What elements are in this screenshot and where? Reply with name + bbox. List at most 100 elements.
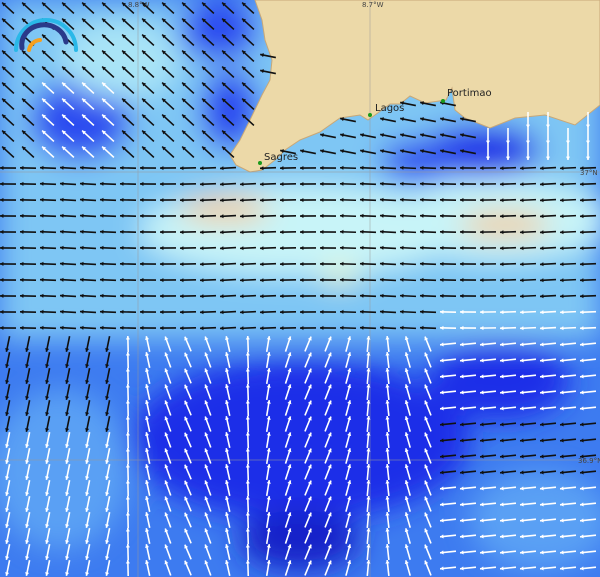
current-arrow-head	[164, 528, 169, 533]
current-arrow-head	[180, 294, 184, 299]
current-arrow-head	[120, 309, 124, 314]
current-arrow-head	[222, 82, 227, 87]
current-arrow-head	[105, 524, 110, 528]
current-arrow-head	[340, 165, 344, 170]
current-arrow-head	[580, 278, 584, 283]
current-arrow-head	[25, 428, 30, 432]
current-arrow-head	[520, 358, 524, 363]
current-arrow-head	[480, 374, 484, 379]
current-arrow-head	[580, 502, 584, 507]
current-arrow-head	[424, 512, 429, 517]
current-arrow-head	[360, 165, 364, 170]
current-arrow-head	[245, 496, 250, 500]
current-arrow-head	[204, 384, 209, 389]
current-arrow-head	[125, 384, 130, 388]
current-arrow-head	[164, 352, 169, 357]
current-arrow-head	[360, 325, 364, 330]
place-label-portimao: Portimao	[447, 88, 492, 99]
current-arrow-head	[180, 230, 184, 235]
current-arrow-head	[142, 130, 147, 135]
current-arrow-head	[520, 310, 524, 315]
current-arrow-head	[404, 560, 409, 565]
current-arrow-head	[540, 246, 544, 251]
current-arrow-head	[280, 278, 284, 283]
current-arrow-head	[460, 566, 464, 571]
current-arrow-head	[560, 262, 564, 267]
current-arrow-head	[42, 34, 47, 39]
current-arrow-head	[480, 326, 484, 331]
current-arrow-head	[105, 396, 110, 400]
lat-label-south: 36.9°N	[578, 457, 600, 465]
current-arrow-head	[320, 277, 324, 282]
current-arrow-head	[122, 98, 127, 103]
current-arrow-head	[102, 146, 107, 151]
current-arrow-head	[85, 364, 90, 368]
current-arrow-head	[140, 309, 144, 315]
current-arrow-head	[0, 213, 4, 219]
current-arrow-head	[242, 18, 247, 23]
current-arrow-head	[385, 352, 390, 356]
current-arrow-head	[105, 428, 110, 432]
current-arrow-head	[2, 146, 7, 151]
current-arrow-head	[380, 133, 384, 138]
current-arrow-head	[480, 470, 484, 475]
current-arrow-head	[287, 464, 292, 469]
current-arrow-head	[327, 496, 332, 501]
current-arrow-head	[460, 181, 464, 187]
current-arrow-head	[400, 101, 404, 106]
current-arrow-head	[404, 416, 409, 421]
current-arrow-head	[580, 518, 584, 523]
current-arrow-head	[540, 294, 544, 299]
current-arrow-head	[164, 336, 169, 341]
current-arrow-head	[20, 165, 24, 170]
current-arrow-head	[440, 309, 444, 314]
current-arrow-head	[545, 156, 551, 160]
current-arrow-head	[0, 197, 4, 203]
current-arrow-head	[404, 528, 409, 533]
current-arrow-head	[122, 2, 127, 7]
current-arrow-head	[45, 476, 50, 480]
current-arrow-head	[580, 422, 584, 427]
current-arrow-head	[140, 293, 144, 299]
current-arrow-head	[424, 368, 429, 373]
current-arrow-head	[360, 197, 364, 202]
current-arrow-head	[460, 165, 464, 171]
current-arrow-head	[420, 197, 424, 202]
current-arrow-head	[307, 496, 312, 501]
current-arrow-head	[42, 114, 47, 119]
current-arrow-head	[320, 149, 324, 154]
current-arrow-head	[460, 197, 464, 203]
current-arrow-head	[220, 198, 224, 203]
current-arrow-head	[480, 166, 484, 171]
current-arrow-head	[80, 213, 84, 218]
current-arrow-head	[580, 198, 584, 203]
current-arrow-head	[80, 261, 84, 266]
current-arrow-head	[145, 336, 150, 340]
current-arrow-head	[245, 352, 250, 356]
current-arrow-head	[82, 82, 87, 87]
current-arrow-head	[540, 198, 544, 203]
current-arrow-head	[480, 214, 484, 219]
current-arrow-head	[540, 342, 544, 347]
current-arrow-head	[400, 149, 404, 154]
current-arrow-head	[404, 336, 409, 341]
current-arrow-head	[184, 432, 189, 437]
current-arrow-head	[164, 464, 169, 469]
current-arrow-head	[280, 262, 284, 267]
current-arrow-head	[125, 432, 130, 436]
current-arrow-head	[380, 309, 384, 314]
current-arrow-head	[424, 384, 429, 389]
current-arrow-head	[520, 502, 524, 507]
current-arrow-head	[287, 528, 292, 533]
current-arrow-head	[520, 422, 524, 427]
current-arrow-head	[100, 165, 104, 170]
current-arrow-head	[266, 496, 271, 500]
current-arrow-head	[400, 261, 404, 266]
current-arrow-head	[360, 229, 364, 234]
current-arrow-head	[184, 464, 189, 469]
current-arrow-head	[560, 278, 564, 283]
current-arrow-head	[145, 400, 150, 404]
current-arrow-head	[366, 496, 371, 500]
